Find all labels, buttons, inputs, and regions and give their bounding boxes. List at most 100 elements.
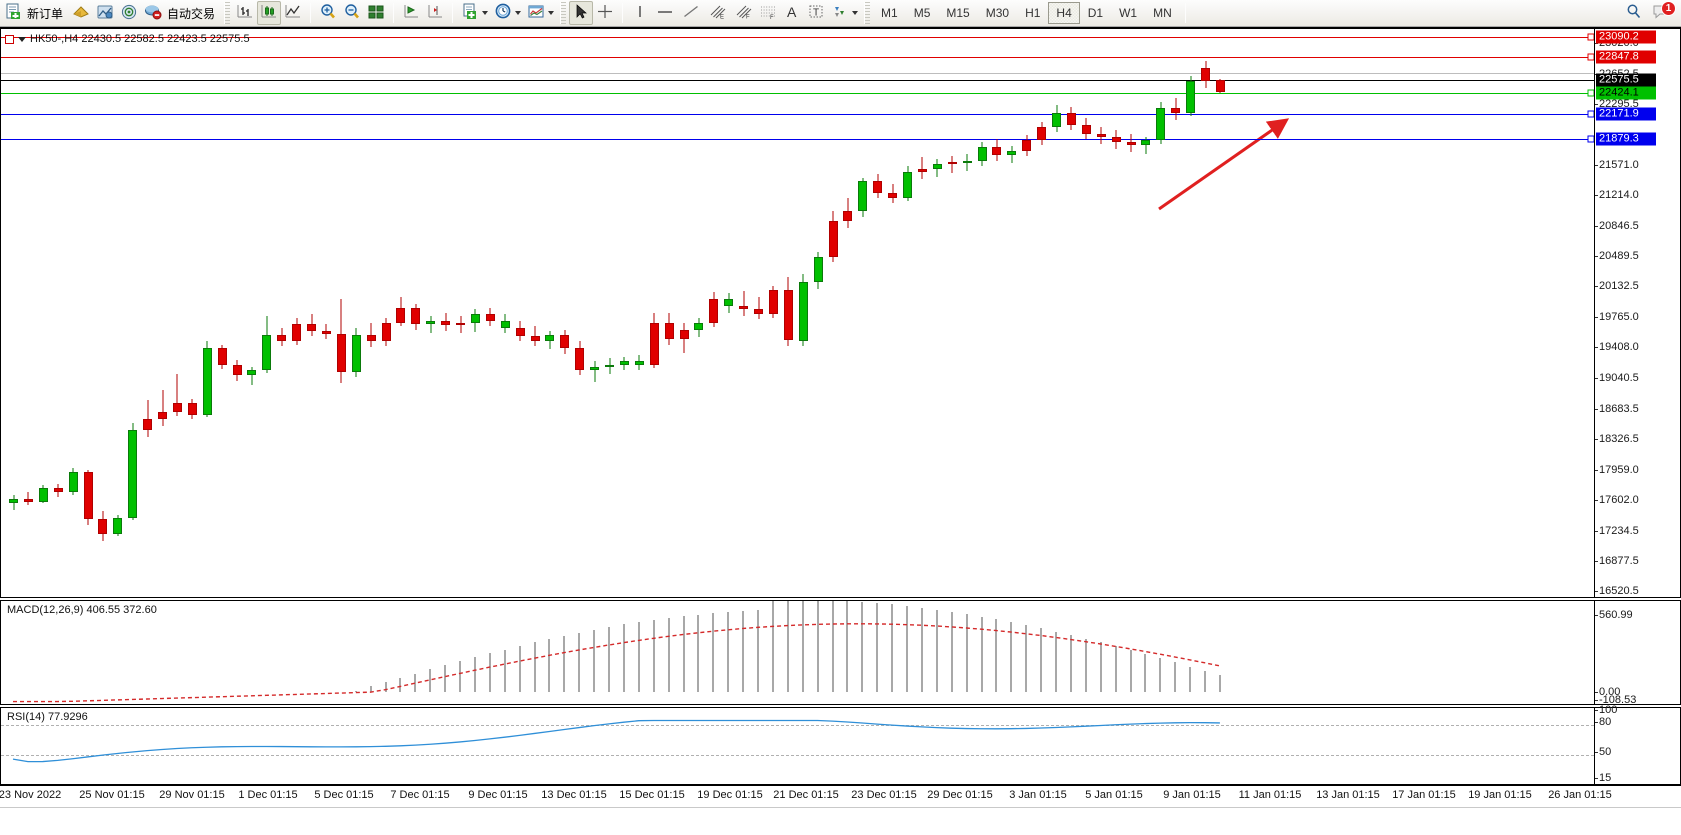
candle-body <box>470 314 480 323</box>
horizontal-line-icon <box>655 3 675 23</box>
level-line-resistance-upper[interactable] <box>1 36 1594 38</box>
price-axis[interactable]: 23020.022652.522295.521571.021214.020846… <box>1594 29 1680 597</box>
macd-histogram-bar <box>757 610 759 692</box>
period-button[interactable] <box>491 1 524 25</box>
templates-icon <box>527 3 545 23</box>
zoom-out-button[interactable] <box>340 1 364 25</box>
level-line-resistance-lower[interactable] <box>1 57 1594 59</box>
level-handle-target-green[interactable] <box>1587 89 1594 97</box>
shapes-button[interactable] <box>828 1 861 25</box>
timeframe-d1[interactable]: D1 <box>1087 6 1104 20</box>
candlestick <box>977 142 987 166</box>
line-chart-button[interactable] <box>281 1 305 25</box>
timeframe-m15[interactable]: M15 <box>946 6 970 20</box>
cursor-button[interactable] <box>569 1 594 25</box>
rsi-plot[interactable] <box>1 708 1594 784</box>
macd-plot[interactable] <box>1 601 1594 704</box>
price-tick: 18683.5 <box>1595 402 1639 415</box>
candlestick <box>292 317 302 345</box>
data-window-button[interactable] <box>93 1 117 25</box>
macd-histogram-bar <box>712 613 715 692</box>
time-tick: 9 Dec 01:15 <box>468 789 528 801</box>
price-label-resistance-lower[interactable]: 22847.8 <box>1596 50 1656 64</box>
chart-drag-handle[interactable] <box>5 34 14 44</box>
level-line-target-green[interactable] <box>1 92 1594 94</box>
chart-menu-icon[interactable] <box>18 36 26 42</box>
candlestick <box>575 341 585 376</box>
price-label-last-price[interactable]: 22575.5 <box>1596 73 1656 87</box>
price-plot[interactable] <box>1 29 1594 597</box>
autotrade-button[interactable]: 自动交易 <box>141 1 221 25</box>
timeframe-h1[interactable]: H1 <box>1025 6 1041 20</box>
price-label-target-green[interactable]: 22424.1 <box>1596 86 1656 100</box>
rsi-level-50 <box>1 755 1594 756</box>
fibonacci-button[interactable]: F <box>730 1 756 25</box>
auto-scroll-button[interactable] <box>399 1 423 25</box>
level-line-support-lower[interactable] <box>1 138 1594 140</box>
price-label-support-lower[interactable]: 21879.3 <box>1596 132 1656 146</box>
level-line-last-price[interactable] <box>1 80 1594 82</box>
macd-histogram-bar <box>1010 622 1013 692</box>
grid-button[interactable]: F <box>756 1 780 25</box>
notification-bubble-icon[interactable]: 1 <box>1652 0 1676 24</box>
level-handle-resistance-lower[interactable] <box>1587 53 1594 61</box>
level-handle-resistance-upper[interactable] <box>1587 33 1594 41</box>
text-button[interactable]: A <box>780 1 804 25</box>
signals-icon <box>120 4 138 23</box>
equidistant-channel-icon: E <box>707 3 727 23</box>
timeframe-w1[interactable]: W1 <box>1119 6 1138 20</box>
market-watch-button[interactable] <box>364 1 388 25</box>
chevron-down-icon[interactable] <box>852 11 859 15</box>
chart-shift-button[interactable] <box>423 1 447 25</box>
timeframe-m1[interactable]: M1 <box>881 6 898 20</box>
candle-wick <box>921 157 923 180</box>
timeframe-h4[interactable]: H4 <box>1048 2 1080 24</box>
macd-histogram-bar <box>533 642 536 692</box>
search-icon[interactable] <box>1625 3 1642 23</box>
timeframe-mn[interactable]: MN <box>1153 6 1172 20</box>
level-handle-support-upper[interactable] <box>1587 110 1594 118</box>
signals-button[interactable] <box>117 1 141 25</box>
macd-header: MACD(12,26,9) 406.55 372.60 <box>7 604 157 616</box>
zoom-in-button[interactable] <box>316 1 340 25</box>
level-handle-support-lower[interactable] <box>1587 135 1594 143</box>
templates-button[interactable] <box>524 1 557 25</box>
time-tick: 5 Dec 01:15 <box>314 789 374 801</box>
level-line-support-upper[interactable] <box>1 114 1594 116</box>
candle-body <box>605 364 614 367</box>
chart-symbol-header: HK50-,H4 22430.5 22582.5 22423.5 22575.5 <box>5 33 250 45</box>
new-order-button[interactable]: 新订单 <box>2 1 69 25</box>
chart-area[interactable]: HK50-,H4 22430.5 22582.5 22423.5 22575.5… <box>0 27 1681 835</box>
candle-body <box>143 419 153 430</box>
trendline-button[interactable] <box>678 1 704 25</box>
rsi-tick: 15 <box>1594 772 1612 784</box>
horizontal-line-button[interactable] <box>652 1 678 25</box>
candlestick-chart-button[interactable] <box>257 1 282 25</box>
time-axis[interactable]: 23 Nov 2022 25 Nov 01:15 29 Nov 01:15 1 Dec… <box>0 785 1681 807</box>
time-tick: 25 Nov 01:15 <box>79 789 145 801</box>
crosshair-button[interactable] <box>593 1 617 25</box>
candle-wick <box>594 360 596 382</box>
price-label-resistance-upper[interactable]: 23090.2 <box>1596 30 1656 44</box>
candle-body <box>83 472 93 519</box>
candlestick <box>858 177 868 218</box>
candle-wick <box>430 316 432 333</box>
chevron-down-icon[interactable] <box>515 11 522 15</box>
vertical-line-button[interactable] <box>628 1 652 25</box>
chevron-down-icon[interactable] <box>482 11 489 15</box>
equidistant-channel-button[interactable]: E <box>704 1 730 25</box>
price-pane[interactable]: HK50-,H4 22430.5 22582.5 22423.5 22575.5… <box>0 27 1681 598</box>
candlestick <box>813 251 823 289</box>
macd-histogram-bar <box>1099 642 1102 692</box>
indicators-button[interactable] <box>458 1 491 25</box>
candle-body <box>1096 133 1106 138</box>
timeframe-m30[interactable]: M30 <box>985 6 1010 20</box>
chevron-down-icon[interactable] <box>548 11 555 15</box>
expert-advisor-button[interactable] <box>69 1 93 25</box>
price-label-support-upper[interactable]: 22171.9 <box>1596 107 1656 121</box>
bar-chart-button[interactable] <box>233 1 257 25</box>
rsi-pane[interactable]: RSI(14) 77.9296 100 80 50 15 <box>0 704 1681 785</box>
text-label-button[interactable]: T <box>804 1 828 25</box>
timeframe-m5[interactable]: M5 <box>913 6 931 20</box>
macd-pane[interactable]: MACD(12,26,9) 406.55 372.60 560.99 0.00 -1… <box>0 600 1681 706</box>
